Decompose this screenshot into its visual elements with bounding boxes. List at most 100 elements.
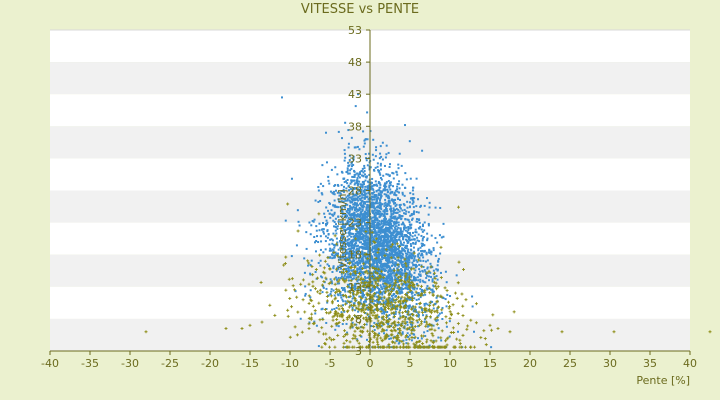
data-point <box>376 165 379 168</box>
data-point <box>296 229 300 233</box>
data-point <box>356 191 359 194</box>
data-point <box>340 248 343 251</box>
data-point <box>414 241 417 244</box>
data-point <box>360 231 363 234</box>
data-point <box>390 278 393 281</box>
data-point <box>307 322 311 326</box>
data-point <box>363 183 366 186</box>
data-point <box>356 179 359 182</box>
data-point <box>346 178 349 181</box>
data-point <box>379 183 382 186</box>
data-point <box>360 302 363 305</box>
data-point <box>415 205 418 208</box>
data-point <box>374 216 377 219</box>
data-point <box>324 332 328 336</box>
data-point <box>406 288 409 291</box>
data-point <box>469 318 473 322</box>
data-point <box>376 279 380 283</box>
data-point <box>353 314 357 318</box>
data-point <box>371 210 374 213</box>
data-point <box>322 251 325 254</box>
data-point <box>360 257 363 260</box>
data-point <box>320 308 323 311</box>
data-point <box>362 204 365 207</box>
data-point <box>402 203 405 206</box>
data-point <box>363 227 366 230</box>
data-point <box>389 300 393 304</box>
data-point <box>407 248 410 251</box>
data-point <box>351 217 354 220</box>
data-point <box>398 304 401 307</box>
data-point <box>381 304 385 308</box>
data-point <box>353 203 356 206</box>
data-point <box>342 213 345 216</box>
data-point <box>369 241 372 244</box>
data-point <box>391 300 394 303</box>
data-point <box>405 327 409 331</box>
data-point <box>392 207 395 210</box>
data-point <box>390 216 393 219</box>
data-point <box>408 223 411 226</box>
data-point <box>342 271 346 275</box>
data-point <box>376 202 379 205</box>
data-point <box>375 211 378 214</box>
data-point <box>378 213 381 216</box>
data-point <box>356 208 359 211</box>
data-point <box>427 269 431 273</box>
data-point <box>399 333 403 337</box>
data-point <box>455 296 459 300</box>
data-point <box>339 227 343 231</box>
data-point <box>381 288 384 291</box>
data-point <box>347 189 350 192</box>
data-point <box>357 220 360 223</box>
data-point <box>376 291 379 294</box>
data-point <box>400 286 403 289</box>
data-point <box>377 193 380 196</box>
data-point <box>283 261 287 265</box>
x-tick-label: -35 <box>81 357 99 370</box>
data-point <box>422 256 425 259</box>
data-point <box>334 223 337 226</box>
data-point <box>371 286 374 289</box>
data-point <box>356 219 359 222</box>
data-point <box>393 307 397 311</box>
data-point <box>420 290 423 293</box>
data-point <box>354 197 357 200</box>
data-point <box>336 254 340 258</box>
data-point <box>411 324 414 327</box>
data-point <box>387 277 390 280</box>
data-point <box>401 252 404 255</box>
data-point <box>380 229 383 232</box>
data-point <box>335 278 338 281</box>
data-point <box>404 305 408 309</box>
data-point <box>359 314 363 318</box>
data-point <box>375 247 378 250</box>
data-point <box>419 246 422 249</box>
data-point <box>328 243 331 246</box>
data-point <box>343 181 346 184</box>
data-point <box>305 247 308 250</box>
data-point <box>343 274 346 277</box>
data-point <box>423 290 427 294</box>
data-point <box>395 271 398 274</box>
data-point <box>461 333 465 337</box>
data-point <box>409 232 412 235</box>
data-point <box>379 173 382 176</box>
data-point <box>352 155 355 158</box>
data-point <box>428 201 431 204</box>
data-point <box>400 262 403 265</box>
data-point <box>360 237 363 240</box>
data-point <box>380 320 384 324</box>
data-point <box>350 264 353 267</box>
data-point <box>354 254 357 257</box>
data-point <box>370 263 373 266</box>
data-point <box>381 235 384 238</box>
data-point <box>388 337 391 340</box>
data-point <box>359 214 362 217</box>
data-point <box>381 299 385 303</box>
data-point <box>348 233 351 236</box>
data-point <box>323 342 327 346</box>
data-point <box>357 218 360 221</box>
data-point <box>366 271 370 275</box>
data-point <box>393 230 396 233</box>
